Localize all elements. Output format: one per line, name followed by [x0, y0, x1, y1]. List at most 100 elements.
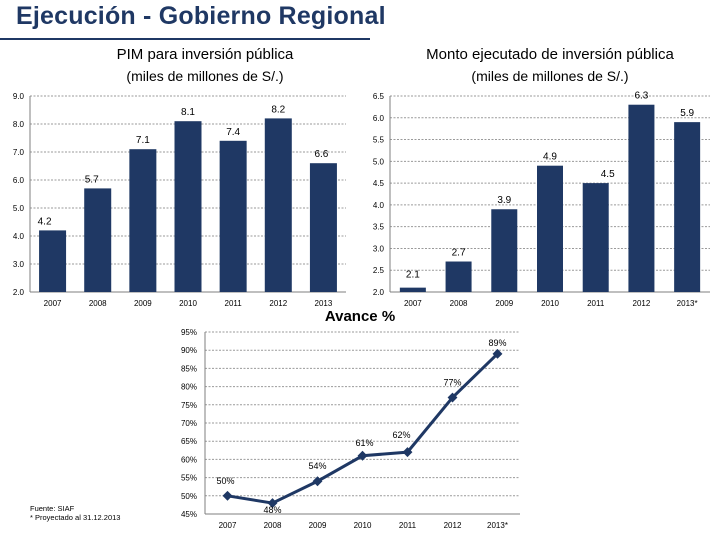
avance-data-label-2012: 77% — [443, 378, 461, 388]
exec-x-tick-label: 2007 — [404, 299, 422, 308]
exec-data-label-2013*: 5.9 — [680, 108, 694, 119]
slide-title: Ejecución - Gobierno Regional — [16, 2, 386, 30]
avance-point-2007 — [222, 490, 233, 501]
pim-y-tick-label: 8.0 — [13, 120, 25, 129]
avance-y-tick-label: 55% — [181, 474, 197, 483]
avance-series-line — [227, 352, 499, 505]
pim-y-tick-label: 9.0 — [13, 92, 25, 101]
pim-x-tick-label: 2009 — [134, 299, 152, 308]
pim-x-tick-label: 2011 — [225, 299, 243, 308]
exec-y-tick-label: 2.0 — [373, 288, 385, 297]
exec-x-tick-label: 2013* — [677, 299, 698, 308]
avance-y-tick-label: 80% — [181, 383, 197, 392]
avance-point-2009 — [312, 476, 323, 487]
avance-x-tick-label: 2012 — [444, 521, 462, 530]
pim-x-tick-label: 2010 — [179, 299, 197, 308]
avance-y-tick-label: 95% — [181, 328, 197, 337]
executed-chart-title: Monto ejecutado de inversión pública — [426, 46, 674, 63]
pim-data-label-2009: 7.1 — [136, 135, 150, 146]
exec-y-tick-label: 5.5 — [373, 136, 385, 145]
pim-x-tick-label: 2008 — [89, 299, 107, 308]
exec-x-tick-label: 2010 — [541, 299, 559, 308]
pim-bar-2012 — [264, 118, 292, 293]
avance-x-tick-label: 2013* — [487, 521, 508, 530]
exec-x-tick-label: 2009 — [495, 299, 513, 308]
pim-bar-2013 — [309, 163, 337, 292]
exec-y-tick-label: 6.5 — [373, 92, 385, 101]
avance-y-tick-label: 70% — [181, 419, 197, 428]
avance-x-tick-label: 2009 — [309, 521, 327, 530]
pim-x-tick-label: 2013 — [315, 299, 333, 308]
exec-data-label-2009: 3.9 — [497, 195, 511, 206]
avance-data-label-2011: 62% — [392, 430, 410, 440]
exec-bar-2013* — [674, 122, 701, 292]
pim-x-tick-label: 2012 — [269, 299, 287, 308]
exec-data-label-2008: 2.7 — [452, 248, 466, 259]
footnote: Fuente: SIAF * Proyectado al 31.12.2013 — [30, 504, 120, 522]
exec-bar-2007 — [399, 287, 426, 292]
exec-y-tick-label: 4.0 — [373, 201, 385, 210]
executed-bar-chart: 2.0 2.5 3.0 3.5 4.0 4.5 5.0 5.5 6.0 6.5 2.1 2007 2.7… — [373, 91, 710, 308]
pim-y-tick-label: 2.0 — [13, 288, 25, 297]
pim-x-tick-label: 2007 — [44, 299, 62, 308]
avance-data-label-2009: 54% — [308, 461, 326, 471]
exec-y-tick-label: 3.5 — [373, 223, 385, 232]
exec-bar-2008 — [445, 261, 472, 292]
pim-bar-chart: 2.0 3.0 4.0 5.0 6.0 7.0 8.0 9.0 4.2 2007 5.7 2008 7.… — [13, 92, 346, 308]
exec-x-tick-label: 2012 — [633, 299, 651, 308]
avance-y-tick-label: 90% — [181, 346, 197, 355]
exec-y-tick-label: 4.5 — [373, 179, 385, 188]
avance-point-2010 — [357, 450, 368, 461]
pim-data-label-2007: 4.2 — [38, 216, 52, 227]
avance-point-2008 — [267, 498, 278, 509]
exec-x-tick-label: 2008 — [450, 299, 468, 308]
avance-x-tick-label: 2011 — [399, 521, 417, 530]
exec-x-tick-label: 2011 — [587, 299, 605, 308]
avance-y-tick-label: 75% — [181, 401, 197, 410]
avance-y-tick-label: 50% — [181, 492, 197, 501]
pim-bar-2007 — [39, 230, 67, 292]
title-underline — [0, 38, 370, 40]
avance-x-tick-label: 2008 — [264, 521, 282, 530]
pim-bar-2009 — [129, 149, 157, 292]
pim-data-label-2011: 7.4 — [226, 127, 240, 138]
pim-y-tick-label: 3.0 — [13, 260, 25, 269]
exec-data-label-2011: 4.5 — [601, 169, 615, 180]
pim-bar-2011 — [219, 140, 247, 292]
exec-y-tick-label: 2.5 — [373, 266, 385, 275]
avance-data-label-2007: 50% — [216, 476, 234, 486]
pim-data-label-2008: 5.7 — [85, 174, 99, 185]
avance-y-tick-label: 85% — [181, 364, 197, 373]
pim-y-tick-label: 6.0 — [13, 176, 25, 185]
exec-y-tick-label: 3.0 — [373, 244, 385, 253]
pim-chart-subtitle: (miles de millones de S/.) — [126, 68, 284, 84]
avance-data-label-2013*: 89% — [488, 338, 506, 348]
exec-y-tick-label: 6.0 — [373, 114, 385, 123]
exec-data-label-2010: 4.9 — [543, 152, 557, 163]
avance-y-tick-label: 45% — [181, 510, 197, 519]
avance-x-tick-label: 2007 — [219, 521, 237, 530]
avance-x-tick-label: 2010 — [354, 521, 372, 530]
pim-y-tick-label: 4.0 — [13, 232, 25, 241]
avance-line-chart: 45% 50% 55% 60% 65% 70% 75% 80% 85% 90% 95% 50% 2007… — [181, 328, 520, 530]
pim-bar-2008 — [84, 188, 112, 292]
pim-data-label-2012: 8.2 — [271, 104, 285, 115]
pim-y-tick-label: 7.0 — [13, 148, 25, 157]
footnote-projection: * Proyectado al 31.12.2013 — [30, 513, 121, 522]
pim-y-tick-label: 5.0 — [13, 204, 25, 213]
exec-bar-2011 — [582, 183, 609, 292]
exec-bar-2012 — [628, 104, 655, 292]
avance-y-tick-label: 60% — [181, 455, 197, 464]
avance-data-label-2008: 48% — [263, 505, 281, 515]
pim-bar-2010 — [174, 121, 202, 292]
exec-bar-2010 — [537, 165, 563, 292]
footnote-source: Fuente: SIAF — [30, 504, 75, 513]
exec-y-tick-label: 5.0 — [373, 157, 385, 166]
exec-bar-2009 — [491, 209, 518, 292]
exec-data-label-2012: 6.3 — [634, 91, 648, 102]
avance-data-label-2010: 61% — [355, 438, 373, 448]
pim-data-label-2010: 8.1 — [181, 107, 195, 118]
executed-chart-subtitle: (miles de millones de S/.) — [471, 68, 629, 84]
avance-y-tick-label: 65% — [181, 437, 197, 446]
pim-data-label-2013: 6.6 — [314, 149, 328, 160]
